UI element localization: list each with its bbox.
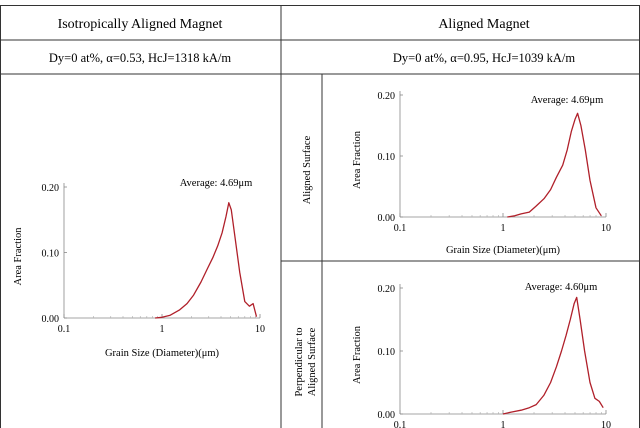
right-column-title: Aligned Magnet — [438, 17, 529, 32]
average-annotation: Average: 4.60μm — [525, 282, 598, 293]
y-tick-label: 0.10 — [378, 152, 396, 163]
x-tick-label: 1 — [501, 420, 506, 428]
distribution-line — [502, 296, 604, 415]
y-tick-label: 0.00 — [378, 213, 396, 224]
x-tick-label: 1 — [160, 324, 165, 335]
row-label-perpendicular-line2: Aligned Surface — [307, 327, 318, 396]
y-tick-label: 0.20 — [42, 183, 60, 194]
average-annotation: Average: 4.69μm — [531, 95, 604, 106]
y-tick-label: 0.00 — [42, 314, 60, 325]
x-tick-label: 0.1 — [394, 223, 407, 234]
left-condition-label: Dy=0 at%, α=0.53, HcJ=1318 kA/m — [49, 51, 231, 65]
distribution-line — [507, 112, 602, 218]
x-axis-label: Grain Size (Diameter)(μm) — [105, 348, 220, 359]
x-axis-label: Grain Size (Diameter)(μm) — [446, 245, 561, 256]
x-tick-label: 10 — [601, 420, 611, 428]
left-column-title: Isotropically Aligned Magnet — [58, 17, 223, 32]
x-tick-label: 10 — [601, 223, 611, 234]
x-tick-label: 1 — [501, 223, 506, 234]
y-tick-label: 0.10 — [42, 249, 60, 260]
y-axis-label: Area Fraction — [352, 325, 363, 384]
chart-isotropic: 0.00 0.10 0.20 0.1 1 10 Grain Size (Diameter)(… — [13, 178, 265, 359]
row-label-perpendicular-line1: Perpendicular to — [294, 327, 305, 396]
y-axis-label: Area Fraction — [352, 130, 363, 189]
y-tick-label: 0.10 — [378, 347, 396, 358]
x-tick-label: 10 — [255, 324, 265, 335]
distribution-line — [155, 202, 258, 319]
y-tick-label: 0.00 — [378, 410, 396, 421]
chart-aligned-surface: 0.00 0.10 0.20 0.1 1 10 Grain Size (Diameter)(… — [352, 91, 611, 256]
average-annotation: Average: 4.69μm — [180, 178, 253, 189]
row-label-aligned-surface: Aligned Surface — [302, 135, 313, 204]
right-condition-label: Dy=0 at%, α=0.95, HcJ=1039 kA/m — [393, 51, 575, 65]
x-tick-label: 0.1 — [394, 420, 407, 428]
y-tick-label: 0.20 — [378, 284, 396, 295]
y-axis-label: Area Fraction — [13, 227, 24, 286]
y-tick-label: 0.20 — [378, 91, 396, 102]
x-tick-label: 0.1 — [58, 324, 71, 335]
table-frame — [0, 5, 640, 428]
